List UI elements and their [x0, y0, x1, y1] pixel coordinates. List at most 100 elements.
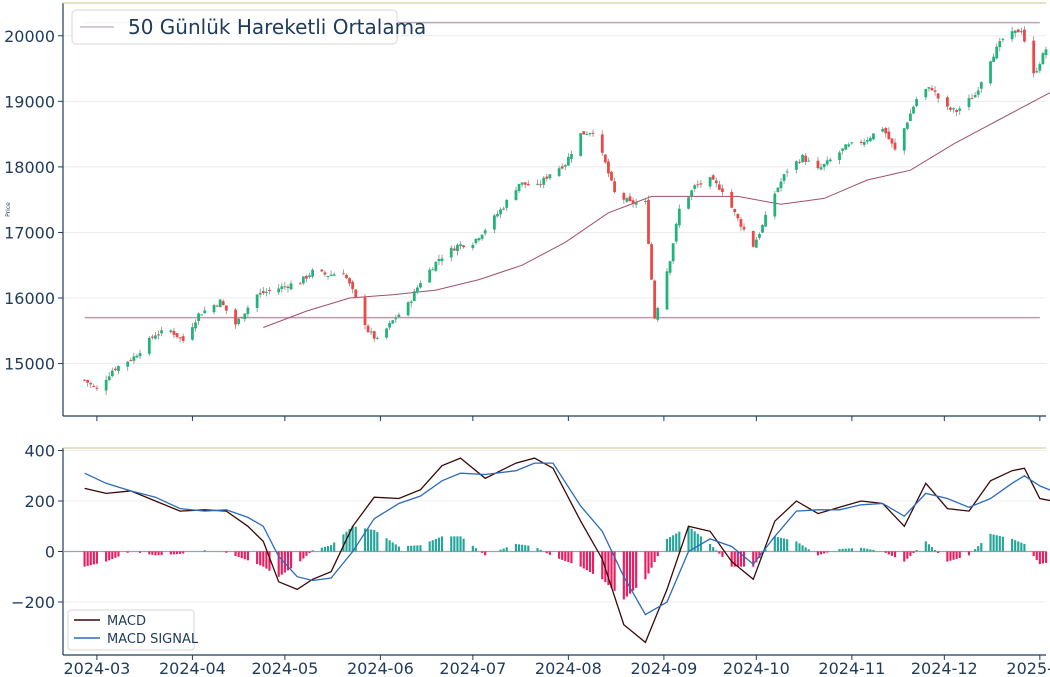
histogram-bar	[567, 551, 570, 563]
candle-body	[927, 87, 931, 89]
histogram-bar	[668, 537, 672, 552]
histogram-bar	[601, 551, 604, 580]
histogram-bar	[752, 551, 755, 567]
candle-body	[243, 313, 247, 320]
candle-body	[437, 259, 441, 262]
candle-body	[363, 296, 367, 326]
histogram-bar	[434, 538, 437, 552]
candle-body	[255, 294, 259, 309]
histogram-bar	[776, 537, 779, 552]
candle-body	[696, 184, 700, 186]
histogram-bar	[259, 551, 262, 566]
candle-body	[385, 328, 388, 338]
macd-signal-line	[84, 462, 1050, 616]
candle-body	[751, 230, 755, 247]
histogram-bar	[154, 551, 157, 556]
candle-body	[582, 131, 586, 135]
y-tick-label: −200	[11, 593, 55, 612]
candle-body	[502, 208, 506, 210]
histogram-bar	[653, 551, 656, 562]
candle-body	[754, 239, 758, 248]
candle-body	[203, 310, 207, 314]
histogram-bar	[323, 546, 327, 552]
histogram-bar	[613, 551, 616, 591]
candle-body	[132, 356, 136, 361]
histogram-bar	[548, 551, 551, 555]
histogram-bar	[1020, 542, 1023, 552]
candle-body	[175, 333, 179, 338]
histogram-bar	[268, 551, 271, 571]
candle-body	[881, 128, 885, 132]
histogram-bar	[237, 551, 240, 558]
candle-body	[838, 152, 841, 160]
histogram-bar	[299, 551, 302, 562]
histogram-bar	[108, 551, 111, 561]
y-tick-label: 20000	[4, 27, 55, 46]
candle-body	[644, 200, 647, 202]
histogram-bar	[850, 548, 853, 552]
histogram-bar	[83, 551, 86, 567]
candle-body	[113, 368, 117, 371]
histogram-bar	[1023, 543, 1026, 552]
candle-body	[653, 280, 657, 319]
histogram-bar	[804, 547, 807, 552]
candle-body	[872, 133, 875, 140]
candle-body	[258, 292, 262, 295]
candle-body	[452, 248, 456, 251]
x-tick-label: 2024-03	[63, 659, 130, 677]
histogram-bar	[203, 550, 206, 552]
candle-body	[289, 283, 293, 290]
candle-body	[936, 93, 940, 99]
candle-body	[776, 187, 780, 192]
histogram-bar	[450, 536, 453, 552]
histogram-bar	[175, 551, 179, 555]
histogram-bar	[1001, 536, 1004, 552]
candle-body	[955, 109, 959, 113]
candle-body	[526, 183, 530, 186]
histogram-bar	[721, 551, 724, 557]
candle-body	[536, 183, 539, 185]
candle-body	[819, 167, 823, 170]
histogram-bar	[410, 545, 413, 552]
candle-body	[579, 133, 583, 156]
y-tick-label: 400	[24, 442, 55, 461]
candle-body	[345, 274, 348, 279]
histogram-bar	[712, 547, 715, 552]
histogram-bar	[169, 551, 172, 555]
legend-label: 50 Günlük Hareketli Ortalama	[128, 15, 426, 39]
histogram-bar	[514, 543, 518, 552]
histogram-bar	[505, 547, 508, 552]
y-tick-label: 18000	[4, 158, 55, 177]
histogram-bar	[499, 549, 502, 552]
histogram-bar	[838, 548, 841, 552]
histogram-bar	[980, 543, 983, 552]
histogram-bar	[89, 551, 92, 566]
candle-body	[1001, 38, 1005, 40]
y-tick-label: 17000	[4, 223, 55, 242]
candle-body	[859, 141, 863, 143]
candle-body	[348, 278, 351, 284]
histogram-bar	[160, 551, 163, 555]
candle-body	[933, 90, 937, 92]
histogram-bar	[484, 551, 487, 556]
candle-body	[563, 165, 567, 167]
candle-body	[221, 301, 225, 306]
histogram-bar	[958, 551, 961, 558]
candle-body	[261, 290, 265, 294]
candle-body	[172, 330, 176, 335]
histogram-bar	[370, 529, 373, 552]
candle-body	[147, 337, 151, 354]
histogram-bar	[869, 549, 872, 552]
candle-body	[588, 133, 592, 135]
candle-body	[191, 327, 194, 340]
candle-body	[600, 134, 604, 153]
candle-body	[714, 180, 718, 184]
candle-body	[798, 161, 801, 163]
candle-body	[415, 287, 419, 293]
histogram-bar	[440, 536, 444, 552]
histogram-bar	[265, 551, 268, 569]
histogram-bar	[782, 538, 786, 552]
histogram-bar	[345, 531, 348, 552]
histogram-bar	[585, 551, 588, 571]
candle-body	[924, 89, 928, 98]
